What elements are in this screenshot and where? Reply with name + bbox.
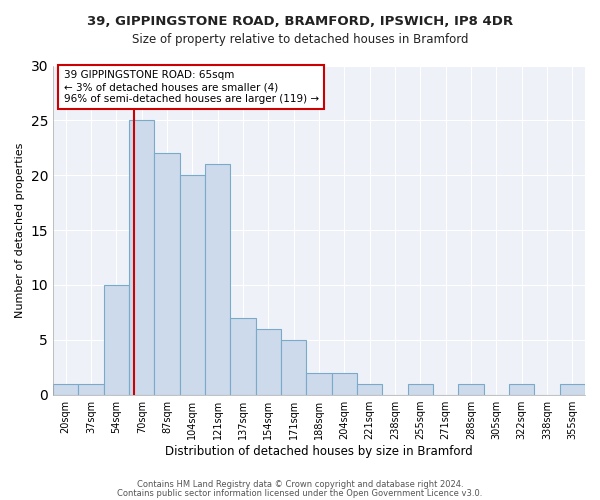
Bar: [79, 384, 104, 394]
Bar: [154, 154, 179, 394]
Bar: [179, 175, 205, 394]
Bar: [509, 384, 535, 394]
Text: Contains HM Land Registry data © Crown copyright and database right 2024.: Contains HM Land Registry data © Crown c…: [137, 480, 463, 489]
Bar: [332, 372, 357, 394]
Bar: [256, 329, 281, 394]
Text: Size of property relative to detached houses in Bramford: Size of property relative to detached ho…: [132, 32, 468, 46]
Bar: [129, 120, 154, 394]
Bar: [458, 384, 484, 394]
Text: Contains public sector information licensed under the Open Government Licence v3: Contains public sector information licen…: [118, 488, 482, 498]
Bar: [53, 384, 79, 394]
X-axis label: Distribution of detached houses by size in Bramford: Distribution of detached houses by size …: [165, 444, 473, 458]
Bar: [560, 384, 585, 394]
Bar: [281, 340, 307, 394]
Bar: [307, 372, 332, 394]
Y-axis label: Number of detached properties: Number of detached properties: [15, 142, 25, 318]
Text: 39, GIPPINGSTONE ROAD, BRAMFORD, IPSWICH, IP8 4DR: 39, GIPPINGSTONE ROAD, BRAMFORD, IPSWICH…: [87, 15, 513, 28]
Bar: [407, 384, 433, 394]
Text: 39 GIPPINGSTONE ROAD: 65sqm
← 3% of detached houses are smaller (4)
96% of semi-: 39 GIPPINGSTONE ROAD: 65sqm ← 3% of deta…: [64, 70, 319, 104]
Bar: [230, 318, 256, 394]
Bar: [205, 164, 230, 394]
Bar: [357, 384, 382, 394]
Bar: [104, 285, 129, 395]
